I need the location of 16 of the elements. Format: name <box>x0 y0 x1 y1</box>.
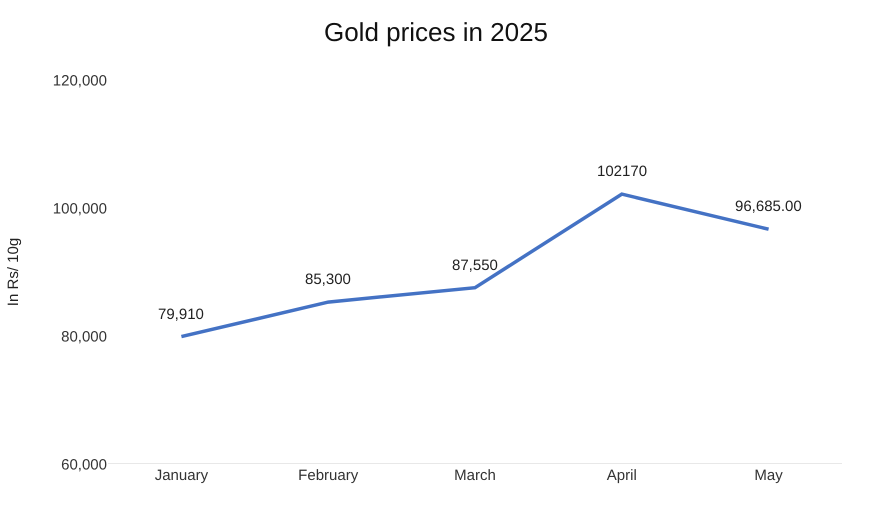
y-tick-label: 60,000 <box>61 456 107 474</box>
y-axis-title: In Rs/ 10g <box>5 238 22 306</box>
y-tick-label: 100,000 <box>52 200 107 218</box>
data-label: 79,910 <box>158 306 204 323</box>
y-tick-label: 120,000 <box>52 72 107 90</box>
chart-title: Gold prices in 2025 <box>324 17 548 48</box>
data-label: 102170 <box>597 163 648 180</box>
data-label: 85,300 <box>305 271 351 288</box>
x-tick-label: March <box>454 467 496 484</box>
y-tick-label: 80,000 <box>61 328 107 346</box>
x-tick-label: April <box>606 467 637 484</box>
data-label: 87,550 <box>452 257 498 274</box>
x-tick-label: February <box>298 467 359 484</box>
x-tick-label: May <box>754 467 784 484</box>
x-tick-label: January <box>154 467 209 484</box>
data-label: 96,685.00 <box>735 198 802 215</box>
